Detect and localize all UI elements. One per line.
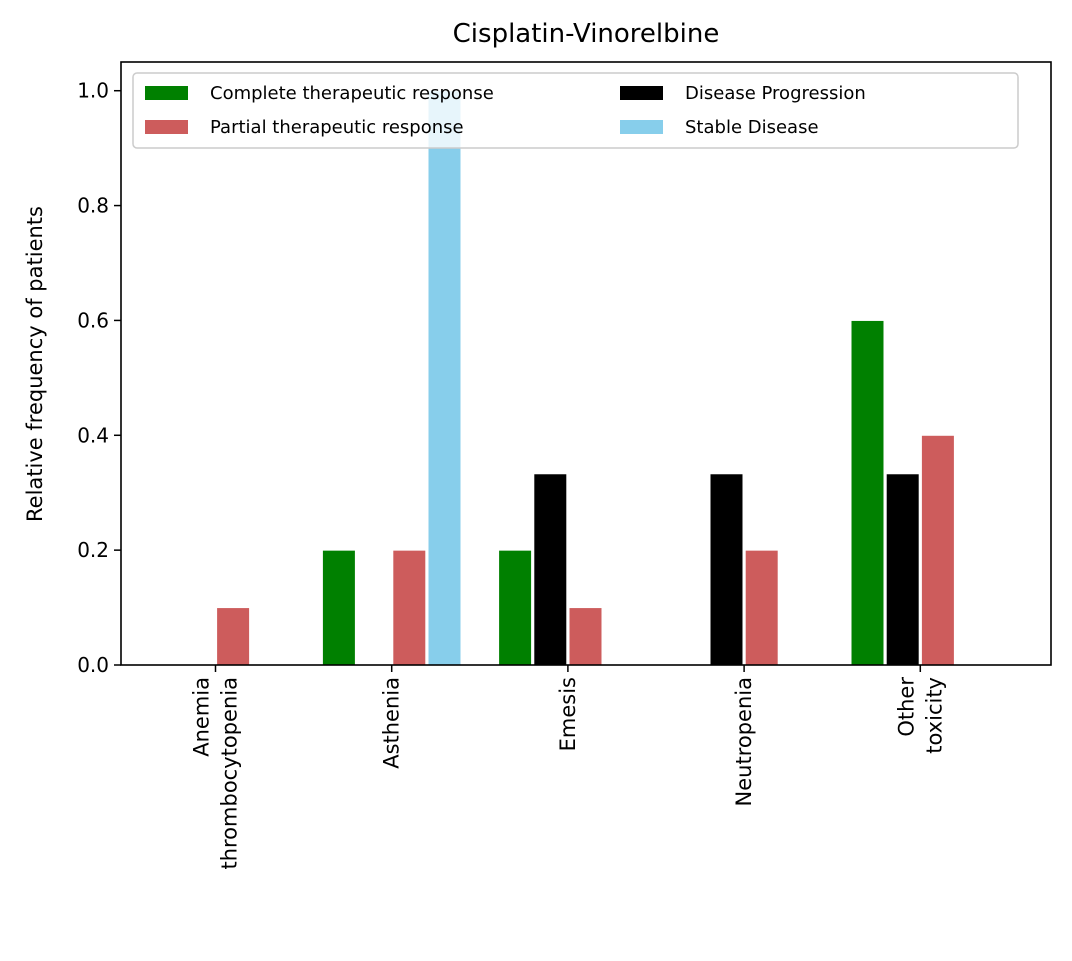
bar <box>321 549 356 666</box>
bar <box>920 434 955 666</box>
y-axis: 0.0 0.2 0.4 0.6 0.8 1.0 <box>77 79 121 677</box>
y-tick-label: 0.0 <box>77 653 109 677</box>
y-tick-label: 0.8 <box>77 194 109 218</box>
x-tick-label: Asthenia <box>380 677 404 769</box>
x-tick-label: thrombocytopenia <box>218 677 242 870</box>
legend-swatch <box>145 120 188 134</box>
bars-layer <box>216 90 955 666</box>
legend-swatch <box>145 86 188 100</box>
bar <box>885 473 920 666</box>
bar <box>392 549 427 666</box>
legend: Complete therapeutic response Disease Pro… <box>132 72 1019 149</box>
legend-label: Stable Disease <box>685 117 819 138</box>
bar <box>498 549 533 666</box>
y-axis-label: Relative frequency of patients <box>23 206 47 522</box>
y-tick-label: 1.0 <box>77 79 109 103</box>
bar <box>216 607 251 666</box>
chart-title: Cisplatin-Vinorelbine <box>453 19 720 49</box>
bar <box>568 607 603 666</box>
legend-label: Complete therapeutic response <box>210 83 494 104</box>
plot-frame <box>120 61 1052 666</box>
x-axis: Anemia thrombocytopenia Asthenia Emesis Neut… <box>190 665 946 870</box>
x-tick-label: Emesis <box>556 677 580 751</box>
x-tick-label: toxicity <box>922 677 946 754</box>
legend-label: Partial therapeutic response <box>210 117 464 138</box>
bar <box>744 549 779 666</box>
bar <box>533 473 568 666</box>
legend-swatch <box>620 120 663 134</box>
legend-frame <box>132 72 1019 149</box>
bar <box>709 473 744 666</box>
y-tick-label: 0.2 <box>77 538 109 562</box>
bar <box>427 90 462 666</box>
legend-swatch <box>620 86 663 100</box>
y-tick-label: 0.6 <box>77 308 109 332</box>
legend-label: Disease Progression <box>685 83 866 104</box>
x-tick-label: Other <box>894 677 918 737</box>
x-tick-label: Neutropenia <box>732 677 756 806</box>
x-tick-label: Anemia <box>190 677 214 757</box>
bar <box>850 319 885 666</box>
y-tick-label: 0.4 <box>77 423 109 447</box>
